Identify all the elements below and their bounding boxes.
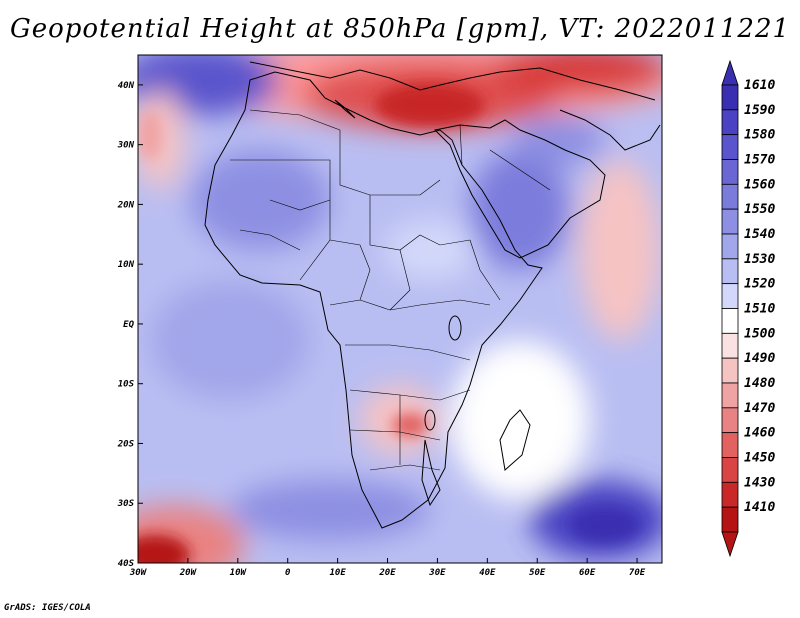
colorbar-level-label: 1470 bbox=[744, 401, 775, 416]
lon-tick-label: 70E bbox=[629, 568, 646, 578]
lat-tick-label: EQ bbox=[123, 320, 134, 330]
lat-tick-label: 30S bbox=[117, 499, 135, 509]
colorbar-segment bbox=[721, 283, 739, 309]
coastlines bbox=[204, 61, 661, 529]
lon-tick-label: 10W bbox=[230, 568, 248, 578]
lon-tick-label: 40E bbox=[479, 568, 496, 578]
lat-tick-label: 40S bbox=[118, 559, 135, 569]
colorbar-level-label: 1490 bbox=[744, 351, 775, 366]
colorbar-level-label: 1540 bbox=[744, 227, 775, 242]
colorbar-level-label: 1530 bbox=[744, 252, 775, 267]
colorbar-segment bbox=[721, 233, 739, 260]
longitude-axis: 30W 20W 10W 0 10E 20E 30E 40E 50E 60E 70E bbox=[129, 558, 646, 578]
colorbar-segment bbox=[721, 506, 739, 533]
map-frame bbox=[137, 54, 663, 564]
lat-tick-label: 10N bbox=[118, 260, 135, 270]
colorbar-level-label: 1430 bbox=[744, 475, 775, 490]
lat-tick-label: 40N bbox=[118, 81, 135, 91]
colorbar-segment bbox=[721, 481, 739, 508]
colorbar-level-label: 1560 bbox=[744, 177, 775, 192]
colorbar-segment bbox=[721, 258, 739, 285]
lat-tick-label: 10S bbox=[118, 380, 135, 390]
lon-tick-label: 20W bbox=[179, 568, 198, 578]
colorbar-bottom-arrow bbox=[721, 531, 739, 558]
colorbar-level-label: 1590 bbox=[744, 103, 775, 118]
lon-tick-label: 60E bbox=[579, 568, 596, 578]
colorbar-level-label: 1610 bbox=[744, 78, 775, 93]
colorbar-level-label: 1510 bbox=[744, 302, 775, 317]
lon-tick-label: 20E bbox=[378, 568, 396, 578]
country-borders bbox=[230, 109, 551, 471]
colorbar-level-label: 1500 bbox=[744, 326, 775, 341]
colorbar-segment bbox=[721, 357, 739, 384]
colorbar-segment bbox=[721, 382, 739, 409]
colorbar-level-label: 1450 bbox=[744, 451, 775, 466]
lon-tick-label: 30E bbox=[428, 568, 446, 578]
lon-tick-label: 30W bbox=[129, 568, 148, 578]
colorbar-segment bbox=[721, 308, 739, 334]
colorbar-segment bbox=[721, 407, 739, 434]
lon-tick-label: 10E bbox=[329, 568, 346, 578]
lat-tick-label: 20S bbox=[117, 439, 135, 449]
lon-tick-label: 50E bbox=[529, 568, 546, 578]
colorbar-level-label: 1570 bbox=[744, 153, 775, 168]
lat-tick-label: 20N bbox=[117, 200, 135, 210]
colorbar-segment bbox=[721, 332, 739, 359]
colorbar-segment bbox=[721, 84, 739, 111]
colorbar-segment bbox=[721, 432, 739, 458]
colorbar-level-label: 1580 bbox=[744, 128, 775, 143]
colorbar-level-label: 1480 bbox=[744, 376, 775, 391]
credit-text: GrADS: IGES/COLA bbox=[4, 603, 91, 613]
colorbar-level-label: 1410 bbox=[744, 500, 775, 515]
colorbar-level-label: 1550 bbox=[744, 202, 775, 217]
colorbar-level-label: 1460 bbox=[744, 426, 775, 441]
latitude-axis: 40N 30N 20N 10N EQ 10S 20S 30S 40S bbox=[117, 81, 143, 569]
height-field bbox=[138, 55, 662, 563]
lat-tick-label: 30N bbox=[117, 141, 135, 151]
colorbar-segment bbox=[721, 457, 739, 483]
colorbar-segment bbox=[721, 208, 739, 235]
chart-title: Geopotential Height at 850hPa [gpm], VT:… bbox=[9, 14, 791, 44]
colorbar-segment bbox=[721, 183, 739, 210]
colorbar-segment bbox=[721, 159, 739, 185]
lon-tick-label: 0 bbox=[285, 568, 291, 578]
colorbar-segment bbox=[721, 109, 739, 136]
colorbar-top-arrow bbox=[721, 59, 739, 86]
colorbar-level-label: 1520 bbox=[744, 277, 775, 292]
colorbar: 1610 1590 1580 1570 1560 1550 1540 1530 1520 1510… bbox=[721, 59, 775, 558]
colorbar-segment bbox=[721, 134, 739, 160]
